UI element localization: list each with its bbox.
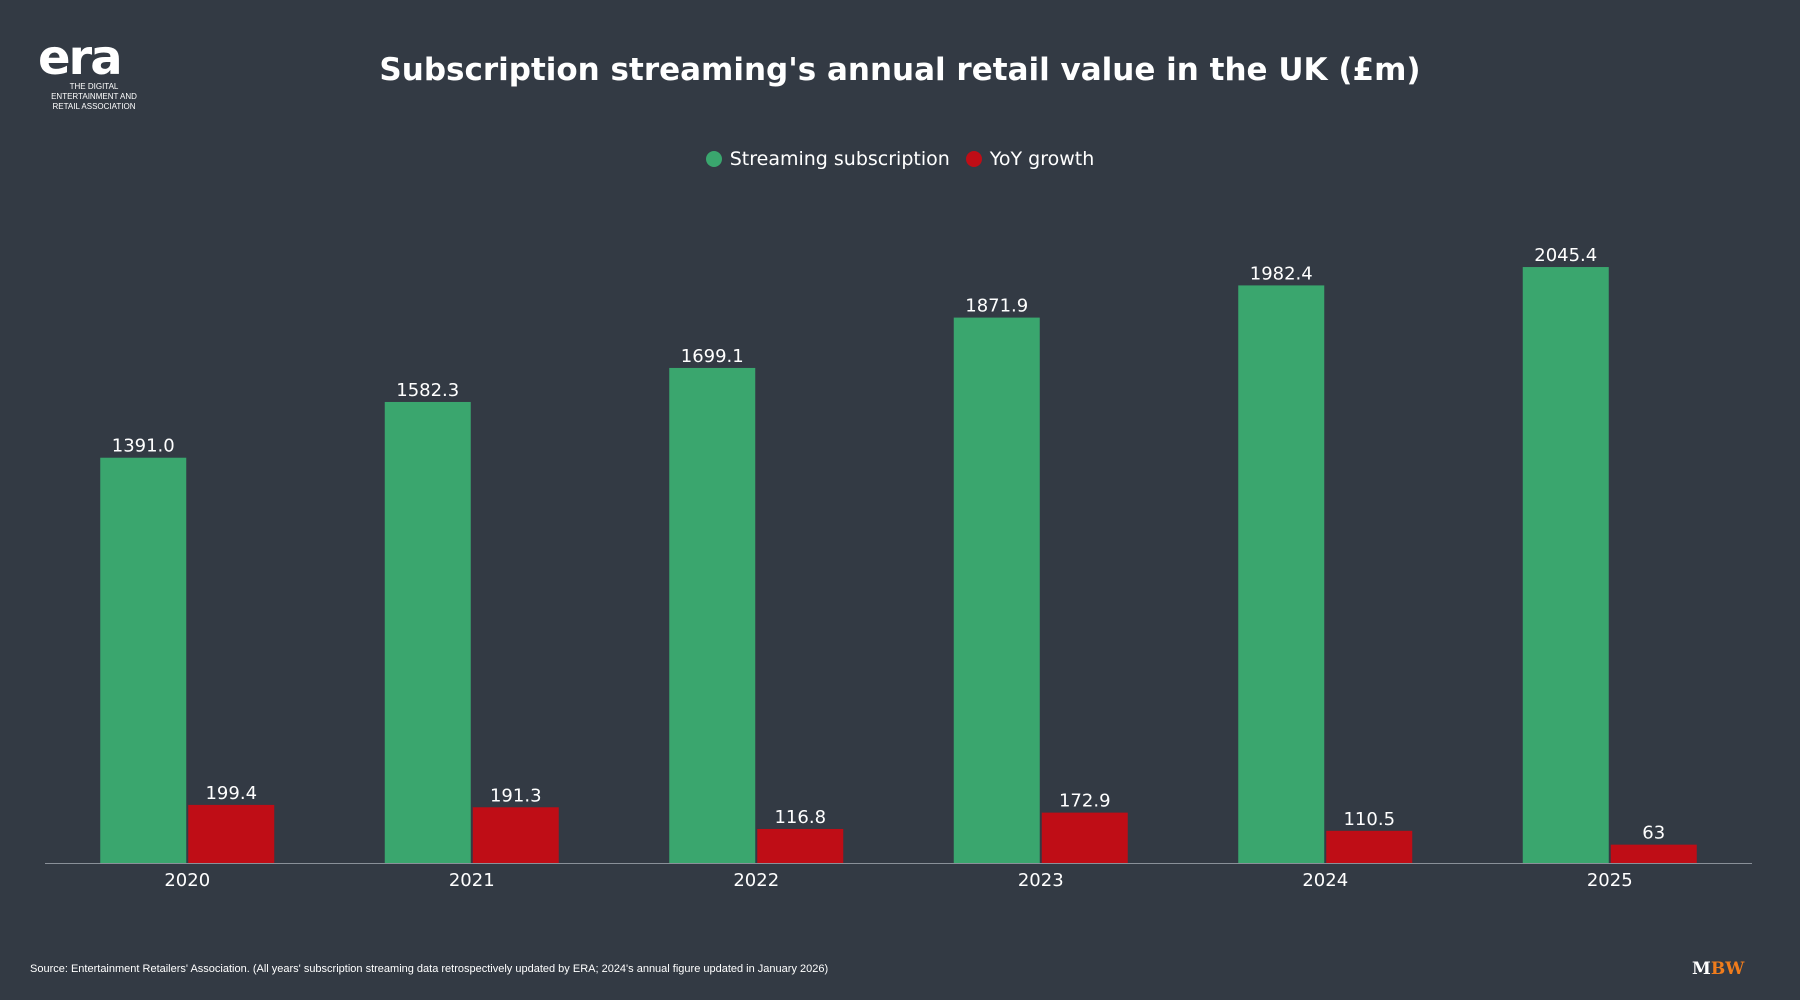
bar-streaming-2020[interactable] bbox=[100, 457, 187, 863]
x-tick-label-2025: 2025 bbox=[1587, 870, 1633, 891]
data-label-yoy-growth-2024: 110.5 bbox=[1343, 809, 1395, 830]
source-note: Source: Entertainment Retailers' Associa… bbox=[30, 963, 829, 975]
x-tick-label-2022: 2022 bbox=[733, 870, 779, 891]
era-logo-subtitle: THE DIGITAL ENTERTAINMENT AND RETAIL ASS… bbox=[51, 82, 137, 111]
data-label-streaming-2023: 1871.9 bbox=[965, 296, 1028, 317]
legend-item-yoy-growth[interactable]: YoY growth bbox=[965, 148, 1095, 170]
chart-legend: Streaming subscription YoY growth bbox=[0, 148, 1800, 170]
era-logo: era THE DIGITAL ENTERTAINMENT AND RETAIL… bbox=[38, 30, 158, 112]
legend-swatch-yoy-growth bbox=[965, 151, 982, 167]
era-logo-mark: era bbox=[38, 30, 123, 86]
x-tick-label-2024: 2024 bbox=[1302, 870, 1348, 891]
bar-yoy-growth-2024[interactable] bbox=[1326, 830, 1413, 863]
x-tick-label-2021: 2021 bbox=[449, 870, 495, 891]
data-label-streaming-2022: 1699.1 bbox=[681, 346, 744, 367]
bar-streaming-2023[interactable] bbox=[953, 317, 1040, 863]
legend-label-yoy-growth: YoY growth bbox=[989, 148, 1095, 170]
legend-label-streaming: Streaming subscription bbox=[729, 148, 950, 170]
bar-streaming-2024[interactable] bbox=[1238, 285, 1325, 863]
x-tick-label-2020: 2020 bbox=[164, 870, 210, 891]
legend-swatch-streaming bbox=[705, 151, 722, 167]
data-label-streaming-2020: 1391.0 bbox=[112, 436, 175, 457]
data-label-streaming-2021: 1582.3 bbox=[396, 380, 459, 401]
data-label-yoy-growth-2020: 199.4 bbox=[205, 783, 257, 804]
chart-title: Subscription streaming's annual retail v… bbox=[379, 52, 1421, 88]
data-label-yoy-growth-2021: 191.3 bbox=[490, 785, 542, 806]
legend-item-streaming[interactable]: Streaming subscription bbox=[705, 148, 950, 170]
bar-streaming-2021[interactable] bbox=[384, 401, 471, 863]
bar-yoy-growth-2025[interactable] bbox=[1610, 844, 1697, 863]
bar-yoy-growth-2021[interactable] bbox=[472, 807, 559, 863]
mbw-logo-m: M bbox=[1692, 959, 1711, 979]
mbw-logo-bw: BW bbox=[1710, 959, 1745, 979]
data-label-streaming-2024: 1982.4 bbox=[1250, 263, 1313, 284]
mbw-logo: MBW bbox=[1692, 959, 1744, 979]
bar-streaming-2025[interactable] bbox=[1522, 267, 1609, 864]
data-label-streaming-2025: 2045.4 bbox=[1534, 245, 1597, 266]
data-label-yoy-growth-2025: 63 bbox=[1642, 823, 1665, 844]
data-label-yoy-growth-2022: 116.8 bbox=[774, 807, 826, 828]
data-label-yoy-growth-2023: 172.9 bbox=[1059, 791, 1111, 812]
x-tick-label-2023: 2023 bbox=[1018, 870, 1064, 891]
bar-yoy-growth-2023[interactable] bbox=[1041, 812, 1128, 863]
bar-yoy-growth-2020[interactable] bbox=[188, 804, 275, 863]
bar-streaming-2022[interactable] bbox=[669, 367, 756, 863]
bar-yoy-growth-2022[interactable] bbox=[757, 828, 844, 863]
